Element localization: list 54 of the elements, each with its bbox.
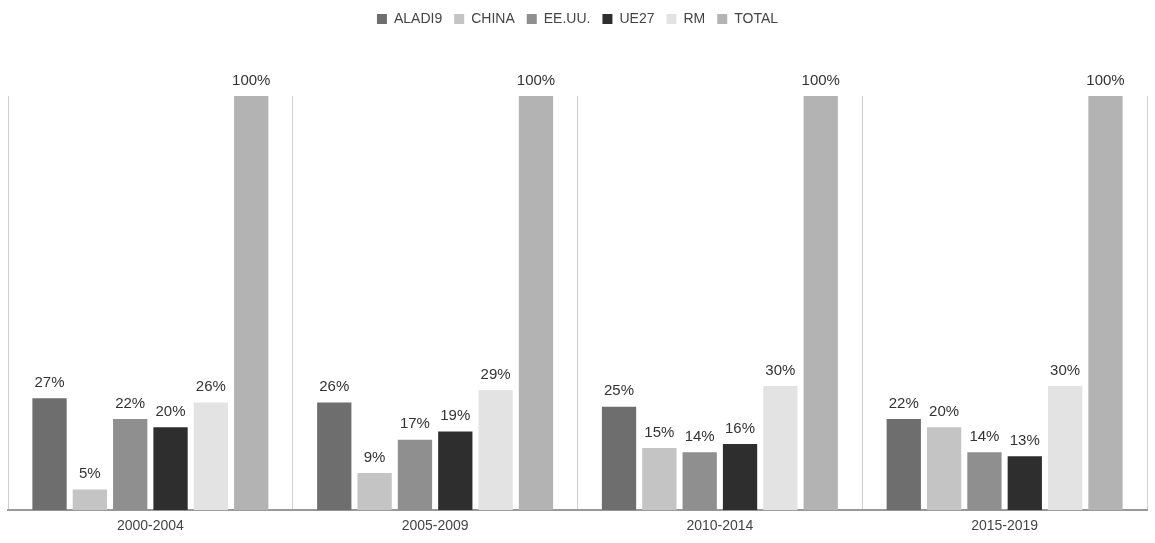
data-label: 26%: [195, 377, 226, 395]
bar: [518, 96, 554, 511]
legend-label: RM: [683, 9, 706, 26]
data-label: 13%: [1009, 430, 1040, 448]
bar: [763, 385, 798, 511]
data-label: 100%: [232, 70, 271, 88]
bar: [642, 448, 677, 511]
legend-label: UE27: [619, 9, 655, 26]
legend-label: CHINA: [471, 9, 516, 26]
data-label: 27%: [34, 373, 65, 391]
legend-label: ALADI9: [393, 9, 443, 26]
bar: [886, 419, 921, 511]
data-label: 19%: [440, 406, 471, 424]
bar: [153, 427, 188, 511]
x-tick-label: 2000-2004: [116, 517, 185, 534]
bar: [926, 427, 962, 511]
x-tick-label: 2010-2014: [686, 517, 754, 534]
legend-label: EE.UU.: [543, 9, 591, 26]
bar: [234, 96, 269, 511]
data-label: 20%: [155, 402, 186, 419]
data-label: 25%: [604, 381, 635, 399]
data-label: 14%: [684, 426, 715, 444]
bar: [357, 472, 392, 511]
data-label: 16%: [725, 418, 756, 436]
data-label: 14%: [969, 426, 1000, 444]
bar: [438, 431, 473, 511]
bar: [601, 406, 637, 511]
bar: [1047, 385, 1083, 511]
bar: [722, 443, 758, 511]
data-label: 100%: [516, 70, 556, 88]
legend-label: TOTAL: [734, 9, 779, 26]
bar: [803, 96, 838, 511]
bar: [1007, 456, 1042, 511]
bar: [478, 390, 513, 511]
x-tick-label: 2015-2019: [971, 517, 1039, 534]
bar: [317, 402, 352, 511]
data-label: 30%: [1050, 360, 1081, 378]
data-label: 30%: [765, 360, 796, 378]
data-label: 20%: [929, 402, 960, 419]
bar: [72, 489, 108, 511]
data-label: 100%: [1086, 70, 1125, 88]
data-label: 29%: [480, 364, 511, 382]
data-label: 100%: [801, 70, 840, 88]
bar: [32, 398, 67, 511]
data-label: 26%: [319, 377, 350, 395]
data-label: 9%: [363, 447, 386, 465]
data-label: 22%: [888, 393, 919, 411]
bar: [193, 402, 229, 511]
bar: [1088, 96, 1123, 511]
data-label: 15%: [644, 422, 675, 440]
data-label: 22%: [115, 393, 146, 411]
data-label: 17%: [399, 414, 430, 432]
x-tick-label: 2005-2009: [401, 517, 469, 534]
data-label: 5%: [79, 464, 101, 482]
